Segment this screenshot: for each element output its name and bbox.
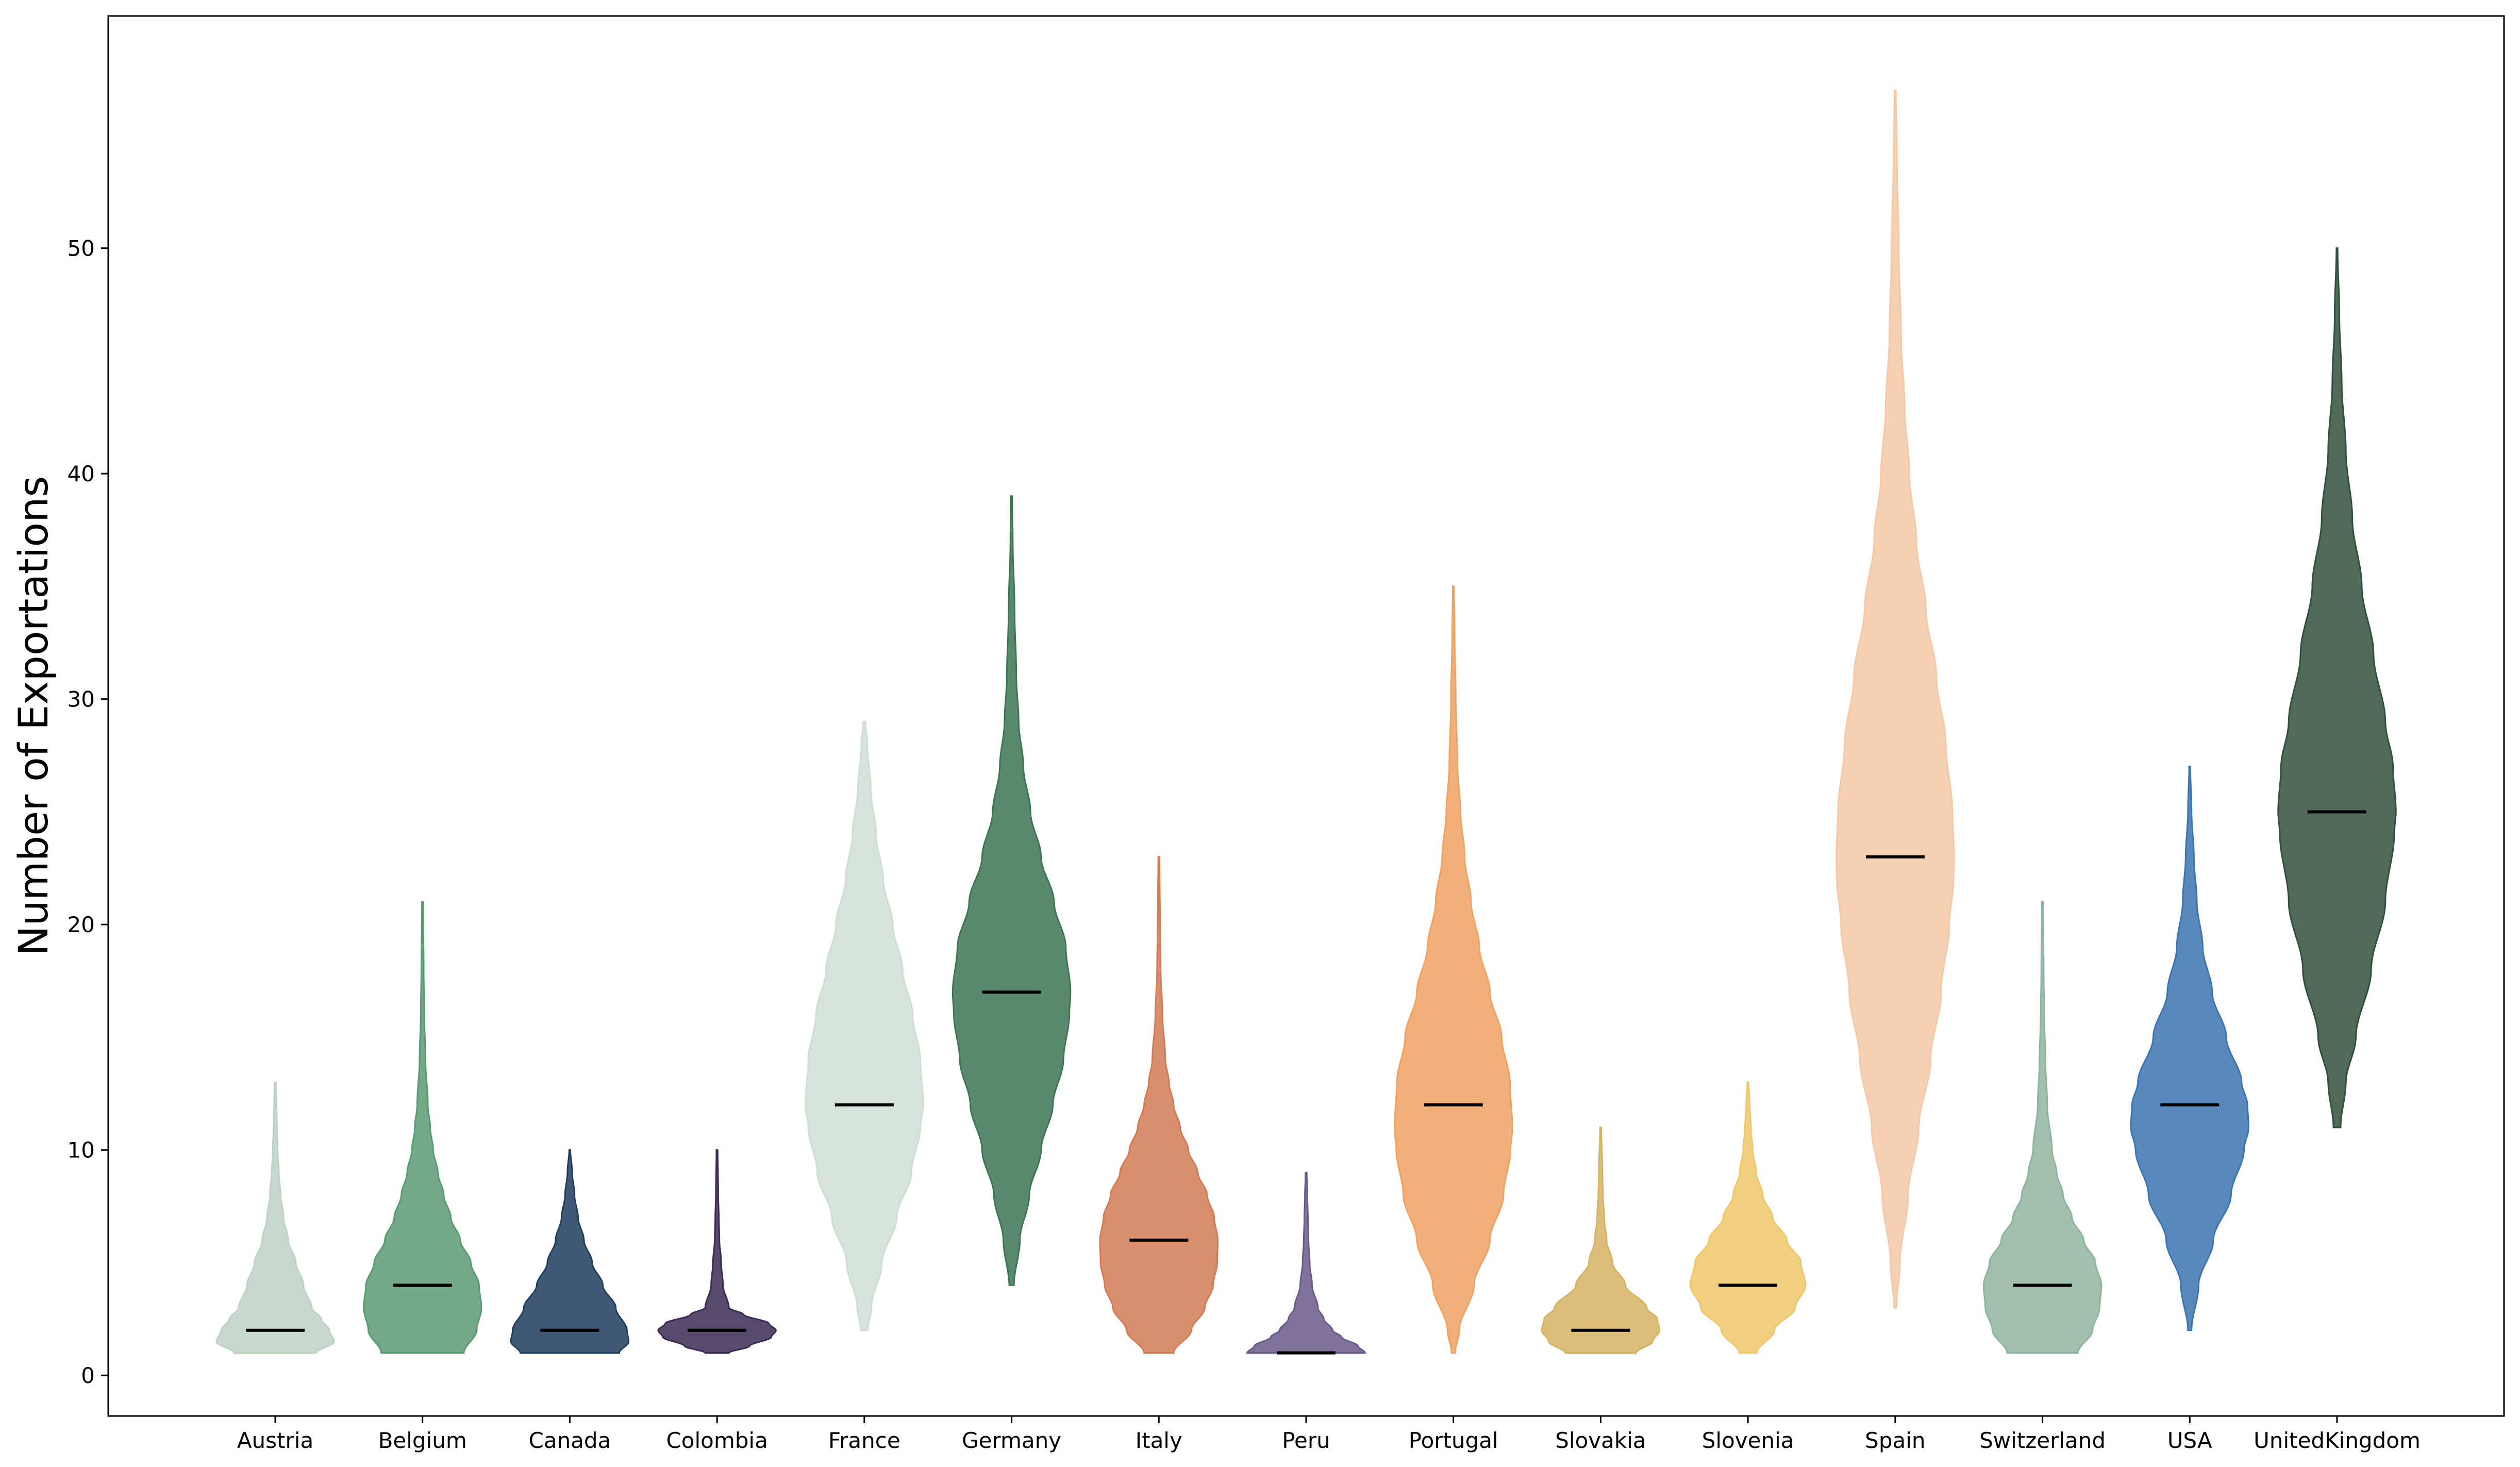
x-axis: Austria Belgium Canada Colombia France German… <box>237 1416 2421 1453</box>
x-tick-label-spain: Spain <box>1865 1428 1925 1453</box>
y-tick-label: 30 <box>68 687 95 712</box>
violin-austria <box>215 1082 335 1354</box>
x-tick-label-switzerland: Switzerland <box>1979 1428 2106 1453</box>
medians-layer <box>246 810 2366 1355</box>
violin-unitedkingdom <box>2277 247 2397 1128</box>
violin-spain <box>1835 89 1955 1309</box>
x-tick-label-peru: Peru <box>1282 1428 1330 1453</box>
x-tick-label-germany: Germany <box>962 1428 1061 1453</box>
violin-colombia <box>657 1149 777 1354</box>
y-tick-label: 40 <box>68 461 95 486</box>
violin-canada <box>510 1149 630 1354</box>
violin-slovakia <box>1541 1126 1661 1354</box>
violin-peru <box>1246 1172 1366 1354</box>
violin-italy <box>1099 856 1219 1354</box>
y-axis: 0 10 20 30 40 50 <box>68 236 108 1388</box>
x-tick-label-belgium: Belgium <box>378 1428 467 1453</box>
y-tick-label: 10 <box>68 1138 95 1163</box>
x-tick-label-slovakia: Slovakia <box>1555 1428 1646 1453</box>
violin-belgium <box>362 901 482 1354</box>
violin-germany <box>952 495 1072 1286</box>
x-tick-label-unitedkingdom: UnitedKingdom <box>2254 1428 2421 1453</box>
y-tick-label: 50 <box>68 236 95 261</box>
x-tick-label-austria: Austria <box>237 1428 313 1453</box>
x-tick-label-portugal: Portugal <box>1409 1428 1498 1453</box>
x-tick-label-italy: Italy <box>1136 1428 1182 1453</box>
violin-switzerland <box>1982 901 2102 1354</box>
y-tick-label: 20 <box>68 912 95 937</box>
violin-portugal <box>1393 585 1513 1354</box>
violins-layer <box>215 89 2397 1354</box>
y-axis-label: Number of Exportations <box>11 476 57 956</box>
x-tick-label-slovenia: Slovenia <box>1702 1428 1794 1453</box>
x-tick-label-colombia: Colombia <box>666 1428 767 1453</box>
violin-usa <box>2130 766 2250 1331</box>
y-tick-label: 0 <box>81 1363 95 1388</box>
x-tick-label-france: France <box>828 1428 900 1453</box>
x-tick-label-usa: USA <box>2167 1428 2212 1453</box>
violin-france <box>805 720 924 1331</box>
x-tick-label-canada: Canada <box>529 1428 611 1453</box>
